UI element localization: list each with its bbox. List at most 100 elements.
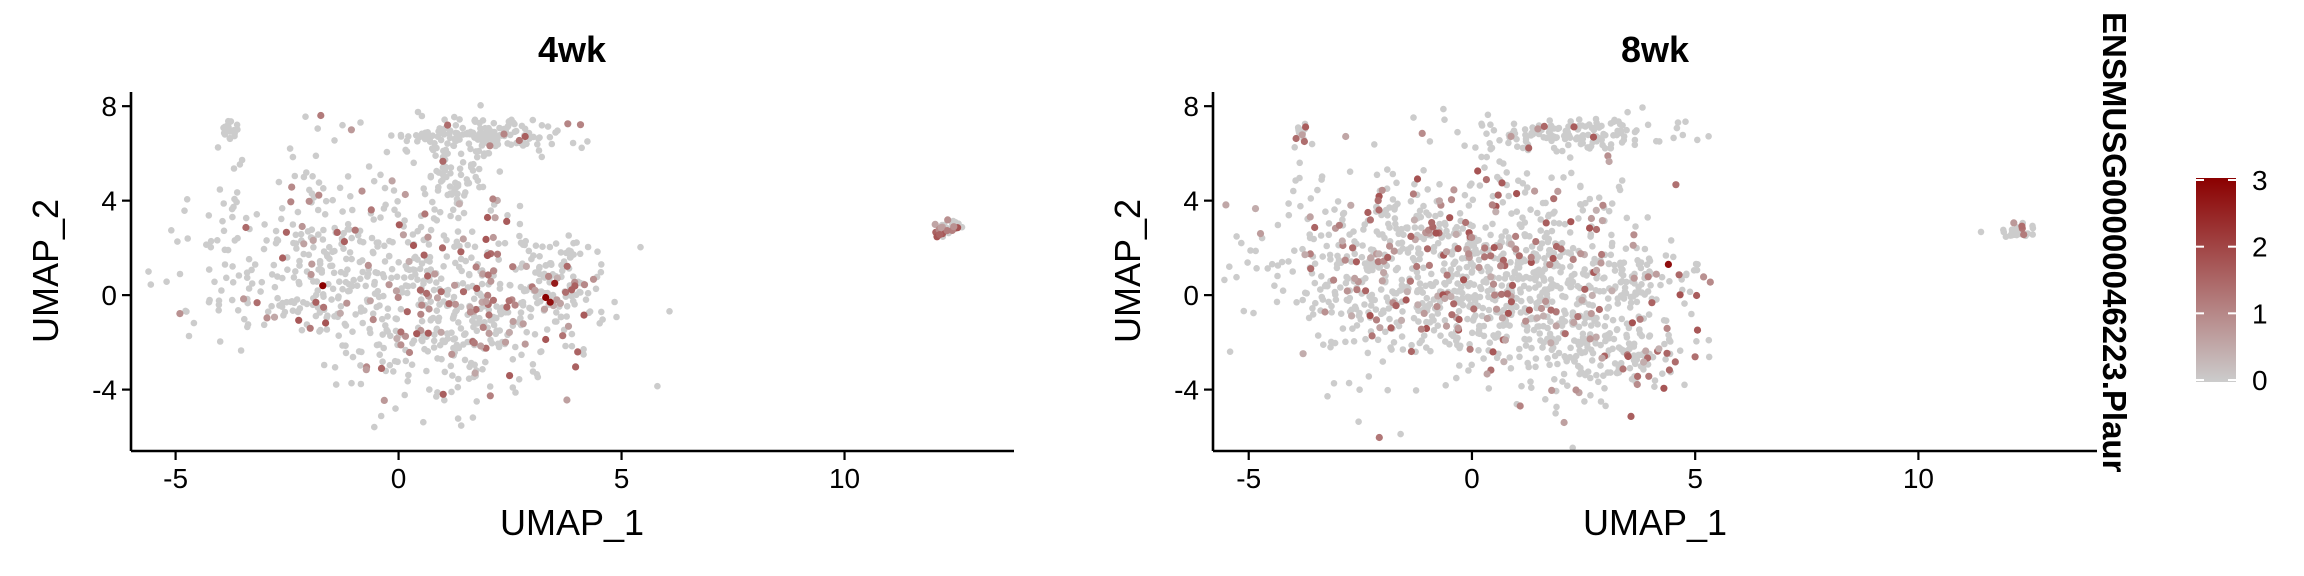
cell-point — [424, 233, 432, 241]
cell-point — [253, 299, 261, 307]
cell-point — [1542, 219, 1550, 227]
cell-point — [1613, 369, 1621, 377]
cell-point — [536, 263, 543, 271]
cell-point — [1376, 324, 1384, 332]
cell-point — [230, 165, 238, 172]
legend-tick-label: 3 — [2252, 165, 2268, 196]
cell-point — [1638, 281, 1645, 288]
cell-point — [1469, 294, 1476, 301]
cell-point — [343, 255, 350, 263]
cell-point — [1632, 289, 1639, 296]
cell-point — [1560, 370, 1568, 378]
cell-point — [1586, 224, 1594, 232]
cell-point — [226, 134, 234, 142]
cell-point — [1655, 345, 1663, 353]
cell-point — [384, 305, 392, 313]
cell-point — [1616, 120, 1624, 128]
cell-point — [1479, 304, 1487, 312]
cell-point — [418, 336, 425, 344]
cell-point — [1618, 270, 1625, 277]
cell-point — [480, 152, 488, 160]
cell-point — [1451, 287, 1458, 295]
cell-point — [279, 254, 287, 262]
cell-point — [507, 131, 514, 139]
cell-point — [1564, 382, 1571, 390]
cell-point — [479, 366, 486, 373]
cell-point — [220, 200, 227, 207]
cell-point — [1512, 245, 1520, 253]
cell-point — [1454, 334, 1461, 342]
cell-point — [336, 309, 344, 317]
cell-point — [1441, 116, 1448, 123]
cell-point — [1330, 380, 1338, 387]
cell-point — [408, 361, 416, 369]
cell-point — [1588, 357, 1596, 364]
cell-point — [1319, 253, 1326, 260]
cell-point — [225, 117, 232, 125]
cell-point — [1367, 246, 1375, 253]
cell-point — [357, 380, 365, 388]
cell-point — [1623, 320, 1631, 328]
cell-point — [1645, 372, 1653, 380]
cell-point — [248, 266, 255, 274]
cell-point — [1325, 231, 1333, 239]
cell-point — [1546, 117, 1553, 124]
cell-point — [537, 298, 544, 305]
cell-point — [471, 369, 479, 377]
cell-point — [1536, 330, 1543, 337]
cell-point — [1461, 191, 1469, 199]
cell-point — [459, 280, 467, 287]
cell-point — [1645, 255, 1653, 262]
cell-point — [1593, 274, 1600, 282]
cell-point — [1430, 327, 1438, 334]
cell-point — [931, 220, 939, 228]
cell-point — [527, 313, 534, 321]
cell-point — [1593, 119, 1600, 127]
cell-point — [1598, 217, 1606, 225]
cell-point — [479, 117, 487, 124]
cell-point — [1691, 353, 1699, 361]
cell-point — [342, 278, 350, 286]
cell-point — [320, 361, 328, 369]
cell-point — [1541, 254, 1548, 262]
cell-point — [486, 392, 494, 400]
cell-point — [563, 313, 570, 320]
cell-point — [1523, 170, 1531, 177]
cell-point — [456, 136, 463, 143]
cell-point — [1384, 386, 1391, 394]
cell-point — [1353, 286, 1361, 294]
cell-point — [245, 255, 253, 263]
cell-point — [418, 317, 426, 325]
cell-point — [176, 270, 184, 278]
cell-point — [468, 228, 476, 235]
cell-point — [331, 137, 338, 144]
cell-point — [546, 243, 554, 251]
cell-point — [1501, 336, 1509, 344]
cell-point — [1676, 291, 1684, 299]
cell-point — [228, 205, 236, 213]
cell-point — [231, 195, 238, 203]
cell-point — [1607, 251, 1615, 259]
cell-point — [1555, 220, 1563, 227]
cell-point — [1411, 224, 1419, 231]
cell-point — [517, 314, 524, 322]
cell-point — [1311, 223, 1319, 232]
cell-point — [215, 307, 222, 314]
cell-point — [447, 170, 454, 177]
cell-point — [380, 205, 388, 212]
cell-point — [284, 266, 291, 274]
cell-point — [1527, 378, 1534, 386]
cell-point — [1298, 131, 1306, 139]
cell-point — [289, 307, 297, 315]
cell-point — [393, 335, 401, 343]
cell-point — [1244, 259, 1251, 266]
cell-point — [446, 134, 454, 142]
cell-point — [451, 113, 458, 121]
cell-point — [564, 120, 572, 128]
cell-point — [337, 303, 345, 310]
cell-point — [1459, 294, 1466, 302]
cell-point — [454, 228, 462, 235]
cell-point — [1634, 372, 1642, 380]
cell-point — [417, 310, 425, 318]
cell-point — [574, 348, 582, 356]
